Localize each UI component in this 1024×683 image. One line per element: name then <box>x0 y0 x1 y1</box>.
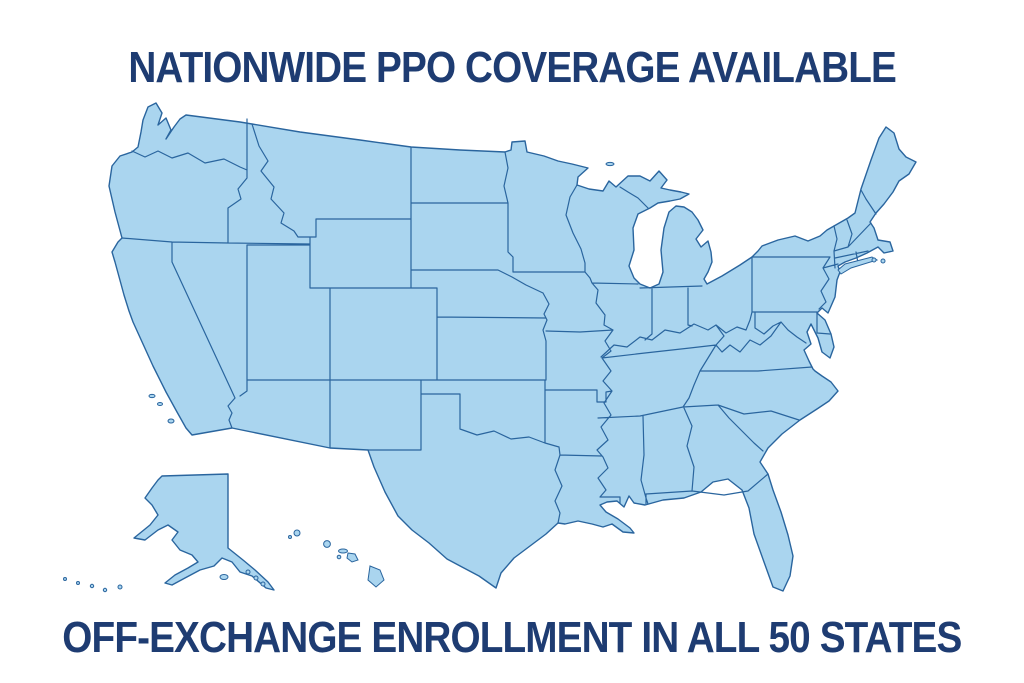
kodiak-island-shape <box>219 574 229 580</box>
nantucket-shape <box>880 258 886 264</box>
state-borders <box>121 118 877 524</box>
aleutian-island-shape <box>89 583 95 589</box>
channel-island-shape <box>148 393 156 399</box>
us-mainland-shape <box>108 102 917 592</box>
alaska-panhandle-islet <box>245 569 251 575</box>
hawaii-kauai-shape <box>293 529 301 537</box>
page-caption: OFF-EXCHANGE ENROLLMENT IN ALL 50 STATES <box>0 616 1024 660</box>
page-title: NATIONWIDE PPO COVERAGE AVAILABLE <box>0 46 1024 90</box>
hawaii-big-island-shape <box>367 565 385 588</box>
aleutian-island-shape <box>63 577 67 581</box>
hawaii-oahu-shape <box>323 540 331 548</box>
isle-royale-shape <box>605 161 615 167</box>
hawaii-molokai-shape <box>338 548 348 554</box>
page-title-text: NATIONWIDE PPO COVERAGE AVAILABLE <box>128 43 897 92</box>
aleutian-island-shape <box>102 587 108 593</box>
hawaii-lanai-shape <box>336 554 342 560</box>
channel-island-shape <box>157 402 163 406</box>
alaska-panhandle-islet <box>253 575 259 581</box>
long-island-shape <box>837 256 879 275</box>
page-caption-text: OFF-EXCHANGE ENROLLMENT IN ALL 50 STATES <box>62 613 962 662</box>
aleutian-island-shape <box>76 581 80 585</box>
hawaii-maui-shape <box>346 552 359 563</box>
alaska-panhandle-islet <box>260 581 266 587</box>
marthas-vineyard-shape <box>871 257 877 263</box>
alaska-shape <box>133 473 275 591</box>
aleutian-island-shape <box>117 584 123 590</box>
channel-island-shape <box>167 418 175 424</box>
hawaii-niihau-shape <box>288 535 292 539</box>
